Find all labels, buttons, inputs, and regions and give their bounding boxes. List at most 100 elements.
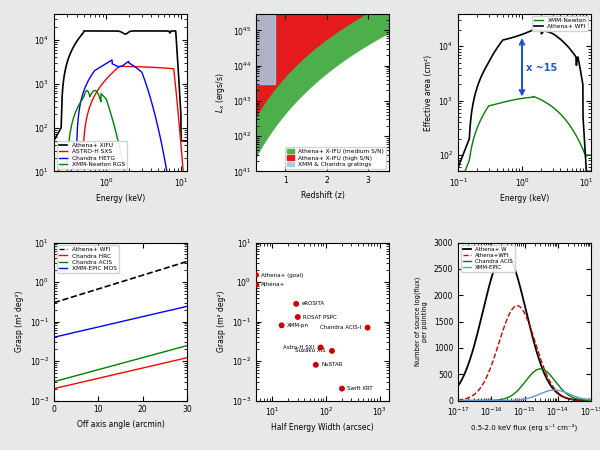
Athena+ WFI	[569, 50, 577, 55]
Chandra HETG	[109, 57, 116, 63]
XMM-Newton	[569, 127, 577, 132]
Point	[316, 344, 325, 351]
XMM-Newton	[587, 153, 595, 158]
Line: XMM-EPIC: XMM-EPIC	[458, 390, 591, 400]
Athena+ WFI	[463, 144, 470, 149]
XMM-EPIC	[587, 397, 595, 403]
Line: Athena+ WFI: Athena+ WFI	[458, 30, 591, 171]
X-axis label: Half Energy Width (arcsec): Half Energy Width (arcsec)	[271, 423, 374, 432]
X-axis label: Redshift (z): Redshift (z)	[301, 191, 344, 200]
Chandra ACIS	[454, 398, 461, 403]
Legend: Athena+ WFI, Chandra HRC, Chandra ACIS, XMM-EPIC MOS: Athena+ WFI, Chandra HRC, Chandra ACIS, …	[57, 245, 119, 273]
Point	[292, 300, 301, 307]
Chandra ACIS	[555, 382, 562, 388]
Chandra HETG	[135, 67, 142, 72]
Athena+ WFI	[160, 266, 167, 272]
ASTRO-H SXS	[165, 66, 172, 71]
XMM-Newton RGS	[91, 88, 98, 93]
Line: Athena+WFI: Athena+WFI	[458, 306, 591, 400]
Y-axis label: Effective area (cm²): Effective area (cm²)	[424, 54, 433, 130]
Line: Chandra HRC: Chandra HRC	[54, 358, 187, 389]
XMM-EPIC	[515, 397, 522, 403]
Line: Chandra ACIS: Chandra ACIS	[54, 346, 187, 382]
Athena+ W	[515, 278, 522, 284]
Athena+ WFI	[532, 27, 539, 32]
ASTRO-H SXS	[50, 173, 58, 178]
Athena+ WFI	[115, 280, 122, 286]
Chandra HRC	[113, 371, 121, 377]
Chandra ACIS	[184, 343, 191, 348]
Chandra HETG	[128, 62, 135, 67]
Point	[251, 281, 261, 288]
Chandra ACIS	[478, 398, 485, 403]
XMM-Newton	[556, 110, 563, 115]
Line: Chandra HETG: Chandra HETG	[54, 60, 187, 184]
XMM-EPIC	[454, 398, 461, 403]
Athena+WFI	[488, 360, 496, 366]
Athena+WFI	[587, 398, 595, 403]
Chandra HRC	[130, 368, 137, 373]
XMM-EPIC	[543, 389, 550, 394]
XMM-EPIC MOS	[115, 320, 122, 325]
Athena+ WFI	[50, 300, 58, 306]
XMM-Newton RGS	[135, 192, 142, 197]
Athena+ XIFU	[135, 28, 142, 34]
Point	[363, 324, 373, 331]
XMM-Newton RGS	[184, 192, 191, 197]
Point	[251, 271, 261, 279]
Line: XMM-Newton: XMM-Newton	[458, 96, 591, 171]
Athena+WFI	[555, 390, 562, 396]
Text: Swift XRT: Swift XRT	[347, 386, 373, 391]
Athena+ XIFU	[80, 28, 88, 34]
ASTRO-H SXS	[131, 64, 139, 69]
Athena+ WFI	[587, 169, 595, 174]
Athena+WFI	[515, 303, 522, 309]
Chandra ACIS	[160, 350, 167, 355]
Athena+ WFI	[180, 260, 187, 265]
Line: Athena+ W: Athena+ W	[458, 253, 591, 400]
Line: XMM-EPIC MOS: XMM-EPIC MOS	[54, 306, 187, 337]
Athena+ WFI	[583, 169, 590, 174]
Athena+ WFI	[113, 280, 121, 286]
Athena+ WFI	[535, 27, 542, 32]
XMM-Newton RGS	[131, 192, 139, 197]
X-axis label: Off axis angle (arcmin): Off axis angle (arcmin)	[77, 420, 164, 429]
Chandra HRC	[160, 360, 167, 366]
Athena+ W	[454, 383, 461, 389]
Athena+ XIFU	[184, 138, 191, 144]
Chandra ACIS	[544, 369, 551, 374]
Text: NuSTAR: NuSTAR	[321, 362, 343, 367]
ASTRO-H SXS	[128, 64, 135, 69]
XMM-EPIC MOS	[122, 318, 130, 323]
Chandra HRC	[180, 356, 187, 361]
Athena+ W	[488, 272, 496, 278]
Chandra ACIS	[587, 398, 595, 403]
Legend: Athena+ X-IFU (medium S/N), Athena+ X-IFU (high S/N), XMM & Chandra gratings: Athena+ X-IFU (medium S/N), Athena+ X-IF…	[285, 148, 386, 169]
Chandra HRC	[115, 371, 122, 377]
XMM-Newton RGS	[151, 192, 158, 197]
Athena+ W	[533, 349, 540, 354]
Athena+WFI	[454, 397, 461, 403]
Athena+ W	[544, 377, 551, 382]
Chandra HETG	[165, 179, 172, 184]
Chandra HRC	[184, 355, 191, 360]
Chandra ACIS	[122, 360, 130, 365]
XMM-Newton	[539, 98, 547, 104]
XMM-EPIC	[555, 387, 562, 393]
XMM-Newton RGS	[50, 192, 58, 197]
XMM-Newton RGS	[128, 184, 135, 190]
XMM-Newton RGS	[59, 188, 66, 193]
Chandra ACIS	[115, 362, 122, 367]
Chandra HETG	[151, 112, 158, 117]
XMM-Newton	[535, 96, 542, 101]
XMM-EPIC MOS	[113, 320, 121, 325]
ASTRO-H SXS	[135, 64, 142, 69]
Athena+WFI	[544, 373, 551, 378]
Text: eROSITA: eROSITA	[301, 302, 325, 306]
Chandra HETG	[131, 64, 139, 69]
XMM-Newton	[454, 169, 461, 174]
Y-axis label: Grasp (m² deg²): Grasp (m² deg²)	[217, 291, 226, 352]
Chandra ACIS	[533, 367, 540, 373]
Text: Astro-H SXI: Astro-H SXI	[283, 345, 314, 350]
Legend: XMM-Newton, Athena+ WFI: XMM-Newton, Athena+ WFI	[532, 16, 588, 31]
